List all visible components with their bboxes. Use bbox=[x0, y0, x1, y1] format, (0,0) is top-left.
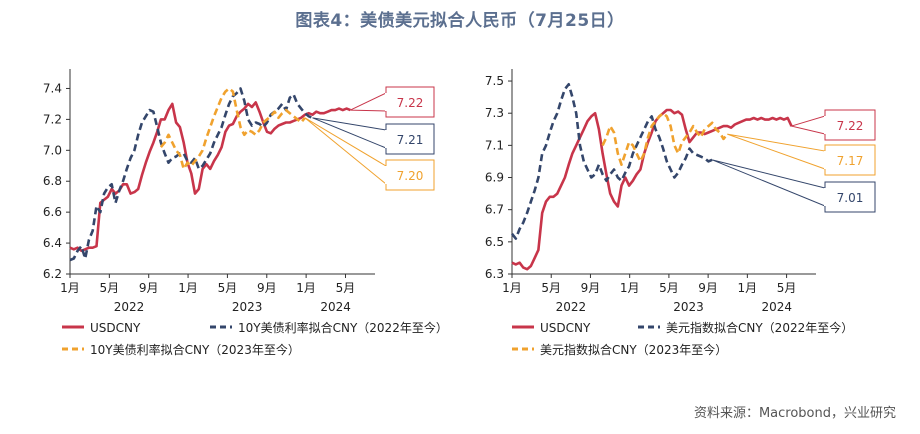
callout-box bbox=[824, 144, 876, 176]
callout-gap bbox=[824, 116, 826, 134]
source-note: 资料来源：Macrobond，兴业研究 bbox=[693, 406, 896, 421]
callout-label: 7.21 bbox=[397, 133, 424, 147]
x-tick-label: 1月 bbox=[178, 281, 198, 295]
legend-label: 10Y美债利率拟合CNY（2022年至今） bbox=[238, 320, 448, 335]
callout-pointer bbox=[350, 92, 387, 112]
x-tick-label: 9月 bbox=[581, 281, 601, 295]
x-tick-label: 5月 bbox=[777, 281, 797, 295]
x-tick-label: 9月 bbox=[257, 281, 277, 295]
y-tick-label: 6.6 bbox=[43, 205, 62, 219]
y-tick-label: 6.4 bbox=[43, 236, 62, 250]
x-tick-label: 5月 bbox=[218, 281, 238, 295]
x-tick-label: 9月 bbox=[139, 281, 159, 295]
callout-gap bbox=[385, 93, 387, 111]
callout-label: 7.22 bbox=[837, 119, 864, 133]
y-tick-label: 6.2 bbox=[43, 267, 62, 281]
y-tick-label: 7.3 bbox=[485, 106, 504, 120]
chart-panel-dollar-index: 6.3 6.5 6.7 6.9 7.1 7.3 7.5 1月 5月 9月 1月 5月 9月 1月 5月 202… bbox=[460, 0, 920, 434]
series-line-usdcny bbox=[69, 101, 351, 253]
x-year-label: 2022 bbox=[114, 300, 145, 314]
treasury-fit-chart: 6.2 6.4 6.6 6.8 7.0 7.2 7.4 1月 5月 9月 1月 5月 9月 1月 5月 202… bbox=[43, 69, 448, 357]
y-tick-label: 7.5 bbox=[485, 74, 504, 88]
legend-label: USDCNY bbox=[90, 321, 141, 335]
callout-pointer bbox=[711, 159, 826, 207]
x-year-label: 2022 bbox=[556, 300, 587, 314]
y-tick-label: 6.8 bbox=[43, 174, 62, 188]
callout-gap bbox=[824, 151, 826, 169]
y-tick-label: 7.2 bbox=[43, 112, 62, 126]
callout-box bbox=[385, 86, 435, 118]
series-line-navy bbox=[510, 83, 713, 240]
callout-gap bbox=[824, 188, 826, 206]
y-tick-label: 6.5 bbox=[485, 235, 504, 249]
y-tick-label: 6.3 bbox=[485, 267, 504, 281]
chart-panel-treasury: 6.2 6.4 6.6 6.8 7.0 7.2 7.4 1月 5月 9月 1月 5月 9月 1月 5月 202… bbox=[43, 69, 448, 357]
y-tick-label: 6.9 bbox=[485, 171, 504, 185]
x-tick-label: 1月 bbox=[60, 281, 80, 295]
callout-pointer bbox=[789, 115, 826, 135]
x-tick-label: 5月 bbox=[541, 281, 561, 295]
y-tick-label: 7.4 bbox=[43, 81, 62, 95]
y-tick-label: 6.7 bbox=[485, 203, 504, 217]
callout-label: 7.17 bbox=[837, 154, 864, 168]
page-title: 图表4：美债美元拟合人民币（7月25日） bbox=[295, 11, 625, 31]
callout-gap bbox=[385, 166, 387, 184]
legend-label: 美元指数拟合CNY（2022年至今） bbox=[666, 320, 853, 335]
dollar-index-fit-chart: 6.3 6.5 6.7 6.9 7.1 7.3 7.5 1月 5月 9月 1月 5月 9月 1月 5月 202… bbox=[485, 69, 876, 357]
y-tick-label: 7.1 bbox=[485, 138, 504, 152]
callout-gap bbox=[385, 130, 387, 148]
x-tick-label: 9月 bbox=[698, 281, 718, 295]
x-year-label: 2024 bbox=[762, 300, 793, 314]
x-tick-label: 1月 bbox=[296, 281, 316, 295]
series-line-orange bbox=[601, 111, 729, 166]
legend-label: 美元指数拟合CNY（2023年至今） bbox=[540, 342, 727, 357]
x-tick-label: 5月 bbox=[659, 281, 679, 295]
callout-label: 7.20 bbox=[397, 169, 424, 183]
series-line-usdcny bbox=[511, 108, 793, 271]
callout-pointer bbox=[727, 133, 826, 170]
x-tick-label: 1月 bbox=[502, 281, 522, 295]
x-tick-label: 1月 bbox=[620, 281, 640, 295]
callout-box bbox=[385, 159, 435, 191]
x-tick-label: 1月 bbox=[738, 281, 758, 295]
x-year-label: 2023 bbox=[673, 300, 704, 314]
legend-label: USDCNY bbox=[540, 321, 591, 335]
legend-label: 10Y美债利率拟合CNY（2023年至今） bbox=[90, 342, 300, 357]
callout-label: 7.22 bbox=[397, 96, 424, 110]
y-tick-label: 7.0 bbox=[43, 143, 62, 157]
x-year-label: 2024 bbox=[320, 300, 351, 314]
series-line-orange bbox=[159, 87, 306, 171]
x-tick-label: 5月 bbox=[336, 281, 356, 295]
callout-box bbox=[385, 123, 435, 155]
x-tick-label: 5月 bbox=[100, 281, 120, 295]
callout-label: 7.01 bbox=[837, 191, 864, 205]
x-year-label: 2023 bbox=[232, 300, 263, 314]
